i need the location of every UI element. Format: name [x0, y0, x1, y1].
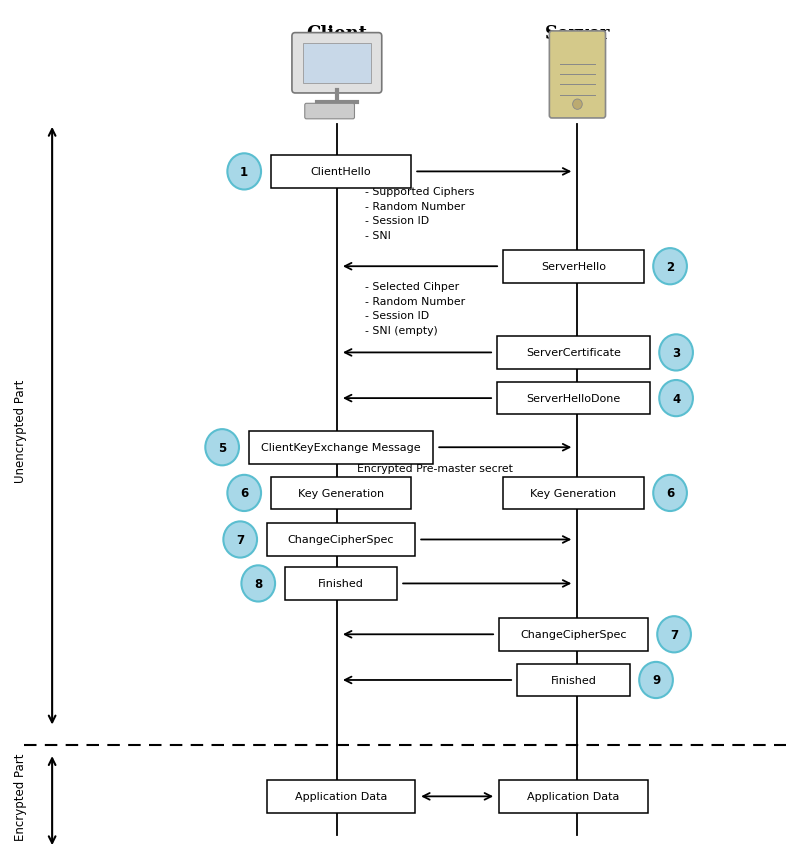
- Text: Application Data: Application Data: [527, 791, 620, 802]
- Circle shape: [653, 475, 687, 511]
- Circle shape: [573, 100, 582, 110]
- Text: 7: 7: [670, 628, 678, 641]
- Text: ClientKeyExchange Message: ClientKeyExchange Message: [261, 443, 421, 453]
- FancyBboxPatch shape: [271, 156, 411, 189]
- Circle shape: [223, 522, 257, 558]
- FancyBboxPatch shape: [271, 477, 411, 510]
- Text: - Random Number: - Random Number: [365, 296, 465, 307]
- Text: Key Generation: Key Generation: [530, 488, 617, 499]
- FancyBboxPatch shape: [266, 780, 415, 813]
- FancyBboxPatch shape: [517, 664, 630, 697]
- FancyBboxPatch shape: [504, 251, 643, 283]
- Text: - Random Number: - Random Number: [365, 201, 465, 212]
- Text: 9: 9: [652, 673, 660, 687]
- FancyBboxPatch shape: [303, 44, 371, 84]
- Text: Encrypted Part: Encrypted Part: [14, 753, 26, 840]
- Text: 2: 2: [666, 260, 674, 274]
- Text: 4: 4: [672, 392, 680, 406]
- Text: 6: 6: [666, 486, 674, 500]
- FancyBboxPatch shape: [305, 104, 354, 120]
- Circle shape: [658, 616, 691, 653]
- Text: Finished: Finished: [318, 579, 364, 589]
- Text: Finished: Finished: [550, 675, 597, 685]
- Text: 7: 7: [236, 533, 245, 547]
- Circle shape: [228, 475, 261, 511]
- Circle shape: [205, 430, 239, 466]
- Text: - Session ID: - Session ID: [365, 216, 429, 226]
- Text: Server: Server: [545, 26, 610, 43]
- Text: - Supported Ciphers: - Supported Ciphers: [365, 187, 474, 197]
- Text: ChangeCipherSpec: ChangeCipherSpec: [520, 629, 626, 640]
- Text: Client: Client: [306, 26, 367, 43]
- FancyBboxPatch shape: [497, 382, 650, 415]
- Circle shape: [653, 249, 687, 285]
- Text: - SNI: - SNI: [365, 231, 391, 241]
- Text: ChangeCipherSpec: ChangeCipherSpec: [288, 535, 394, 545]
- Text: ServerCertificate: ServerCertificate: [526, 348, 621, 358]
- Text: - Session ID: - Session ID: [365, 311, 429, 321]
- Text: 1: 1: [240, 165, 249, 179]
- Text: - SNI (empty): - SNI (empty): [365, 325, 438, 336]
- Text: 6: 6: [240, 486, 249, 500]
- Circle shape: [659, 335, 693, 371]
- FancyBboxPatch shape: [504, 477, 643, 510]
- FancyBboxPatch shape: [549, 32, 606, 119]
- Circle shape: [241, 566, 275, 602]
- Text: Application Data: Application Data: [294, 791, 387, 802]
- Text: - Selected Cihper: - Selected Cihper: [365, 282, 459, 292]
- Circle shape: [228, 154, 261, 190]
- FancyBboxPatch shape: [499, 780, 647, 813]
- Text: ServerHelloDone: ServerHelloDone: [526, 393, 621, 404]
- Circle shape: [639, 662, 673, 698]
- FancyBboxPatch shape: [292, 34, 382, 94]
- Text: Unencrypted Part: Unencrypted Part: [14, 379, 26, 482]
- FancyBboxPatch shape: [249, 431, 433, 464]
- FancyBboxPatch shape: [497, 337, 650, 369]
- Text: Key Generation: Key Generation: [298, 488, 384, 499]
- Text: ClientHello: ClientHello: [310, 167, 371, 177]
- Text: Encrypted Pre-master secret: Encrypted Pre-master secret: [357, 463, 512, 474]
- Text: 3: 3: [672, 346, 680, 360]
- FancyBboxPatch shape: [266, 523, 415, 556]
- FancyBboxPatch shape: [499, 618, 647, 651]
- Text: ServerHello: ServerHello: [541, 262, 606, 272]
- FancyBboxPatch shape: [285, 567, 397, 600]
- Circle shape: [659, 381, 693, 417]
- Text: 8: 8: [254, 577, 262, 591]
- Text: 5: 5: [218, 441, 226, 455]
